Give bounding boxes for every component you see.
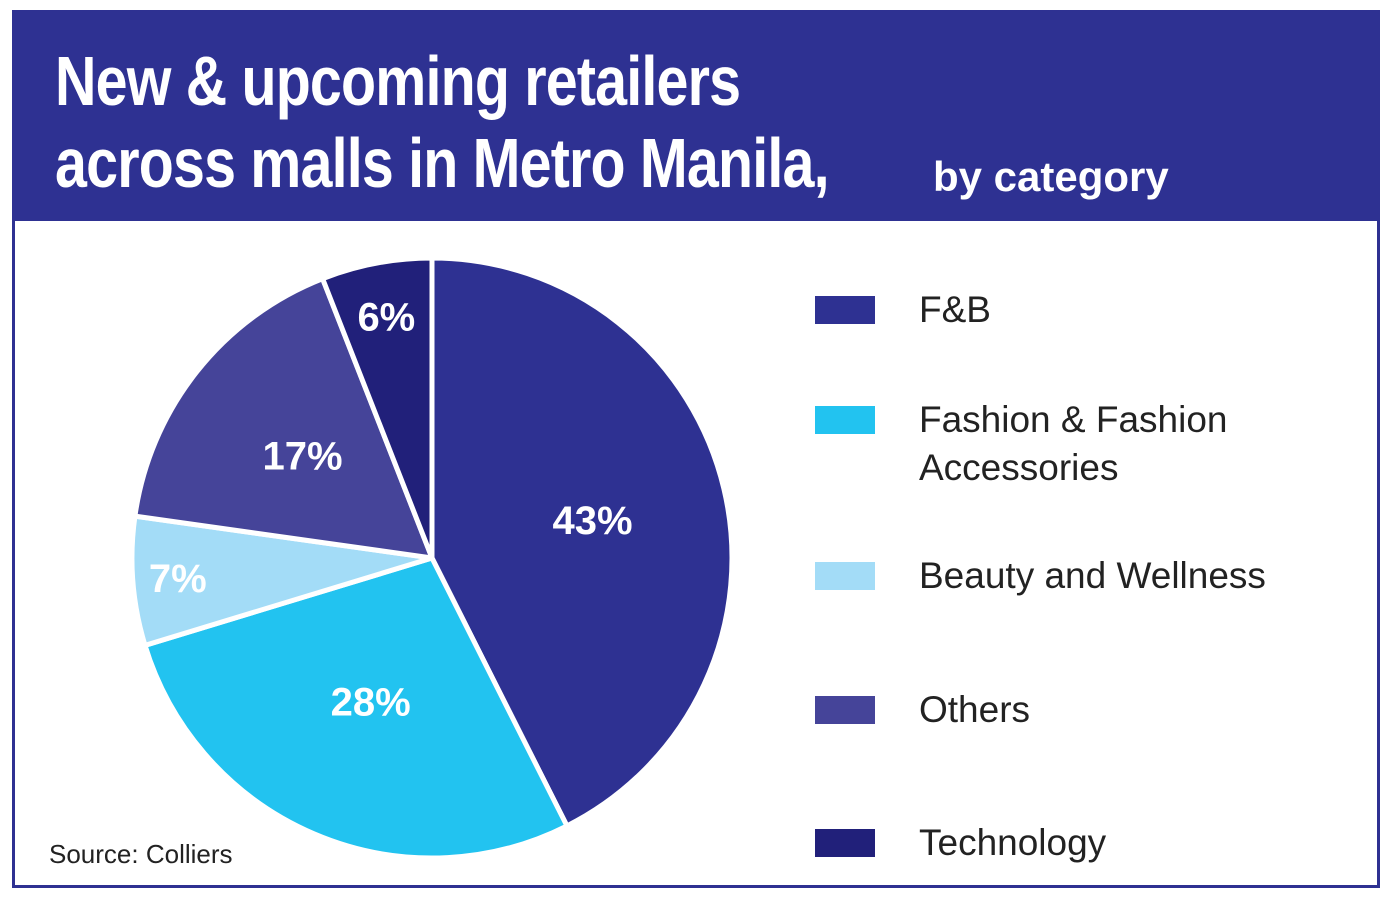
- legend-label-fnb: F&B: [919, 289, 991, 330]
- pie-slice-others: [132, 276, 435, 561]
- legend-swatch-beauty: [815, 562, 875, 590]
- legend-swatch-fnb: [815, 296, 875, 324]
- title-banner: New & upcoming retailers across malls in…: [15, 13, 1377, 221]
- legend-swatch-others: [815, 696, 875, 724]
- slice-label-beauty: 7%: [149, 557, 207, 601]
- chart-title-line-1: New & upcoming retailers: [55, 42, 741, 120]
- slice-label-others: 17%: [263, 435, 343, 479]
- chart-subtitle: by category: [933, 153, 1169, 200]
- slice-label-technology: 6%: [357, 295, 415, 339]
- legend-swatch-technology: [815, 829, 875, 857]
- pie-slice-technology: [320, 255, 435, 561]
- chart-title-line-2: across malls in Metro Manila,: [55, 124, 830, 202]
- slice-label-fnb: 43%: [552, 499, 632, 543]
- legend: F&B Fashion & Fashion Accessories Beauty…: [815, 13, 1375, 885]
- legend-label-beauty: Beauty and Wellness: [919, 555, 1266, 596]
- slice-label-fashion: 28%: [331, 680, 411, 724]
- source-note: Source: Colliers: [49, 839, 233, 869]
- legend-label-technology: Technology: [919, 822, 1107, 863]
- pie-slice-fashion: [142, 555, 570, 861]
- chart-frame: New & upcoming retailers across malls in…: [12, 10, 1380, 888]
- legend-swatch-fashion: [815, 406, 875, 434]
- legend-label-others: Others: [919, 689, 1031, 730]
- pie-chart: 43% 28% 7% 17% 6%: [129, 255, 735, 861]
- pie-slice-fnb: [429, 255, 735, 829]
- legend-label-fashion: Fashion & Fashion Accessories: [919, 399, 1228, 488]
